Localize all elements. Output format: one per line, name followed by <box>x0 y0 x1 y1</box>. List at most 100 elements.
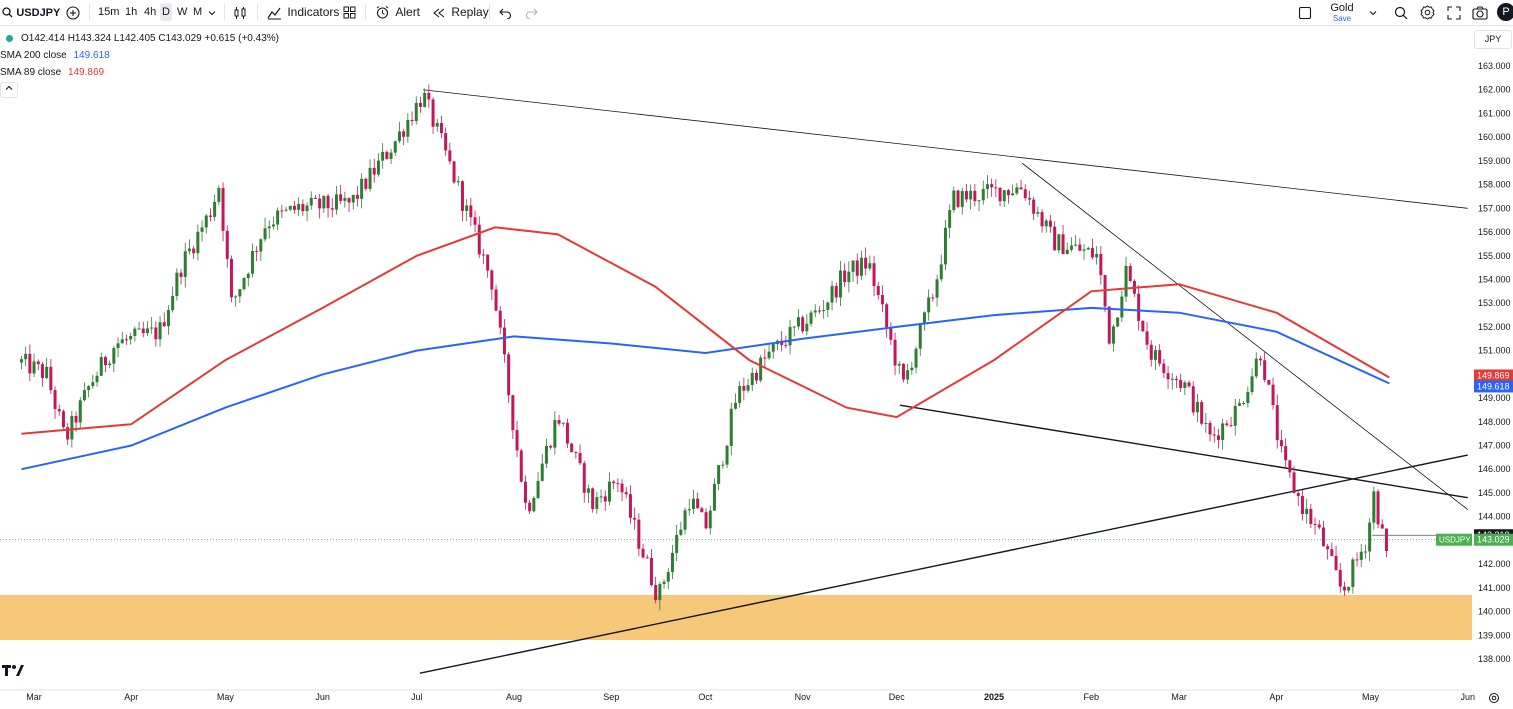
candle-body-313 <box>1334 555 1338 570</box>
candle-body-16 <box>87 386 91 391</box>
avatar[interactable]: P <box>1497 3 1513 21</box>
candle-body-230 <box>985 184 989 190</box>
sma89-row[interactable]: SMA 89 close 149.869 <box>0 64 279 81</box>
quick-search-button[interactable] <box>1394 0 1408 24</box>
candle-body-290 <box>1237 403 1241 406</box>
layout-name-group[interactable]: Gold Save <box>1320 2 1364 24</box>
indicators-label: Indicators <box>287 5 340 19</box>
legend-collapse-button[interactable] <box>0 82 18 98</box>
candle-body-177 <box>763 357 767 359</box>
candle-body-39 <box>183 251 187 277</box>
candle-body-33 <box>158 322 162 340</box>
redo-button[interactable] <box>525 0 538 24</box>
candle-body-92 <box>406 119 410 137</box>
candle-body-187 <box>805 323 809 332</box>
axis-settings-button[interactable] <box>1488 691 1500 709</box>
candle-body-314 <box>1338 569 1342 587</box>
y-tick-label-6: 157.000 <box>1478 203 1511 213</box>
candle-body-235 <box>1006 190 1010 196</box>
x-tick-label-3: Jun <box>315 692 330 702</box>
candle-body-52 <box>238 289 242 297</box>
candle-body-254 <box>1086 247 1090 250</box>
candle-body-310 <box>1321 527 1325 547</box>
candle-body-157 <box>679 529 683 535</box>
candle-body-194 <box>834 285 838 298</box>
timeframe-15m[interactable]: 15m <box>98 6 120 18</box>
chart-type-button[interactable] <box>233 0 247 24</box>
candle-body-101 <box>444 133 448 151</box>
candle-body-133 <box>578 452 582 464</box>
snapshot-button[interactable] <box>1472 0 1488 24</box>
candle-body-73 <box>326 195 330 209</box>
timeframe-1h[interactable]: 1h <box>125 6 138 18</box>
timeframe-d[interactable]: D <box>160 3 172 21</box>
candle-body-196 <box>843 270 847 283</box>
candle-body-106 <box>465 205 469 211</box>
plus-circle-icon <box>66 5 80 20</box>
alert-button[interactable]: Alert <box>375 0 420 24</box>
compare-button[interactable] <box>66 0 80 24</box>
candle-body-80 <box>355 194 359 199</box>
layout-button[interactable] <box>1298 0 1312 24</box>
candle-body-123 <box>536 480 540 499</box>
candle-body-259 <box>1107 306 1111 344</box>
y-tick-label-5: 158.000 <box>1478 180 1511 190</box>
indicators-icon <box>267 5 282 20</box>
candle-body-319 <box>1359 551 1363 560</box>
candle-body-252 <box>1078 244 1082 251</box>
candle-body-152 <box>658 583 662 601</box>
tradingview-logo[interactable] <box>2 664 24 680</box>
sma200-row[interactable]: SMA 200 close 149.618 <box>0 47 279 64</box>
candle-body-257 <box>1099 254 1103 276</box>
timeframe-4h[interactable]: 4h <box>144 6 157 18</box>
fullscreen-button[interactable] <box>1447 0 1461 24</box>
candle-body-67 <box>301 203 305 212</box>
candle-body-249 <box>1065 249 1069 255</box>
replay-button[interactable]: Replay <box>432 0 489 24</box>
timeframe-dropdown[interactable] <box>208 0 216 24</box>
x-tick-label-4: Jul <box>411 692 423 702</box>
timeframe-w[interactable]: W <box>177 6 188 18</box>
candle-body-212 <box>910 367 914 371</box>
y-tick-label-19: 144.000 <box>1478 512 1511 522</box>
chevron-down-icon <box>1369 5 1377 19</box>
candle-body-317 <box>1351 559 1355 587</box>
currency-selector[interactable]: JPY <box>1474 30 1512 49</box>
candle-body-239 <box>1023 189 1027 199</box>
top-toolbar: USDJPY 15m 1h 4h D W M Indicators Alert … <box>0 0 1513 26</box>
candle-body-131 <box>570 443 574 453</box>
candle-body-189 <box>813 310 817 313</box>
timeframe-m[interactable]: M <box>193 6 203 18</box>
divider <box>489 4 490 20</box>
redo-icon <box>525 5 538 20</box>
candle-body-57 <box>259 239 263 252</box>
candle-body-74 <box>330 208 334 210</box>
candle-body-276 <box>1179 379 1183 388</box>
candle-body-10 <box>61 411 65 428</box>
candle-body-244 <box>1044 220 1048 227</box>
candle-body-105 <box>460 181 464 211</box>
candle-body-218 <box>935 279 939 298</box>
layout-dropdown[interactable] <box>1369 0 1377 24</box>
candle-body-273 <box>1166 373 1170 380</box>
candle-body-15 <box>82 390 86 401</box>
candle-body-284 <box>1212 434 1216 436</box>
settings-button[interactable] <box>1420 0 1435 24</box>
undo-icon <box>499 5 512 20</box>
candle-body-308 <box>1313 524 1317 526</box>
undo-button[interactable] <box>499 0 512 24</box>
candle-body-220 <box>943 227 947 265</box>
candle-body-214 <box>918 323 922 349</box>
candle-body-296 <box>1263 360 1267 380</box>
indicators-button[interactable]: Indicators <box>267 0 339 24</box>
candle-body-47 <box>217 187 221 202</box>
candle-body-43 <box>200 227 204 232</box>
candle-body-234 <box>1002 190 1006 202</box>
candle-body-143 <box>620 483 624 493</box>
candle-body-283 <box>1208 422 1212 435</box>
symbol-search[interactable]: USDJPY <box>2 0 60 24</box>
templates-button[interactable] <box>343 0 356 24</box>
candle-body-137 <box>595 497 599 509</box>
candle-body-179 <box>771 344 775 352</box>
